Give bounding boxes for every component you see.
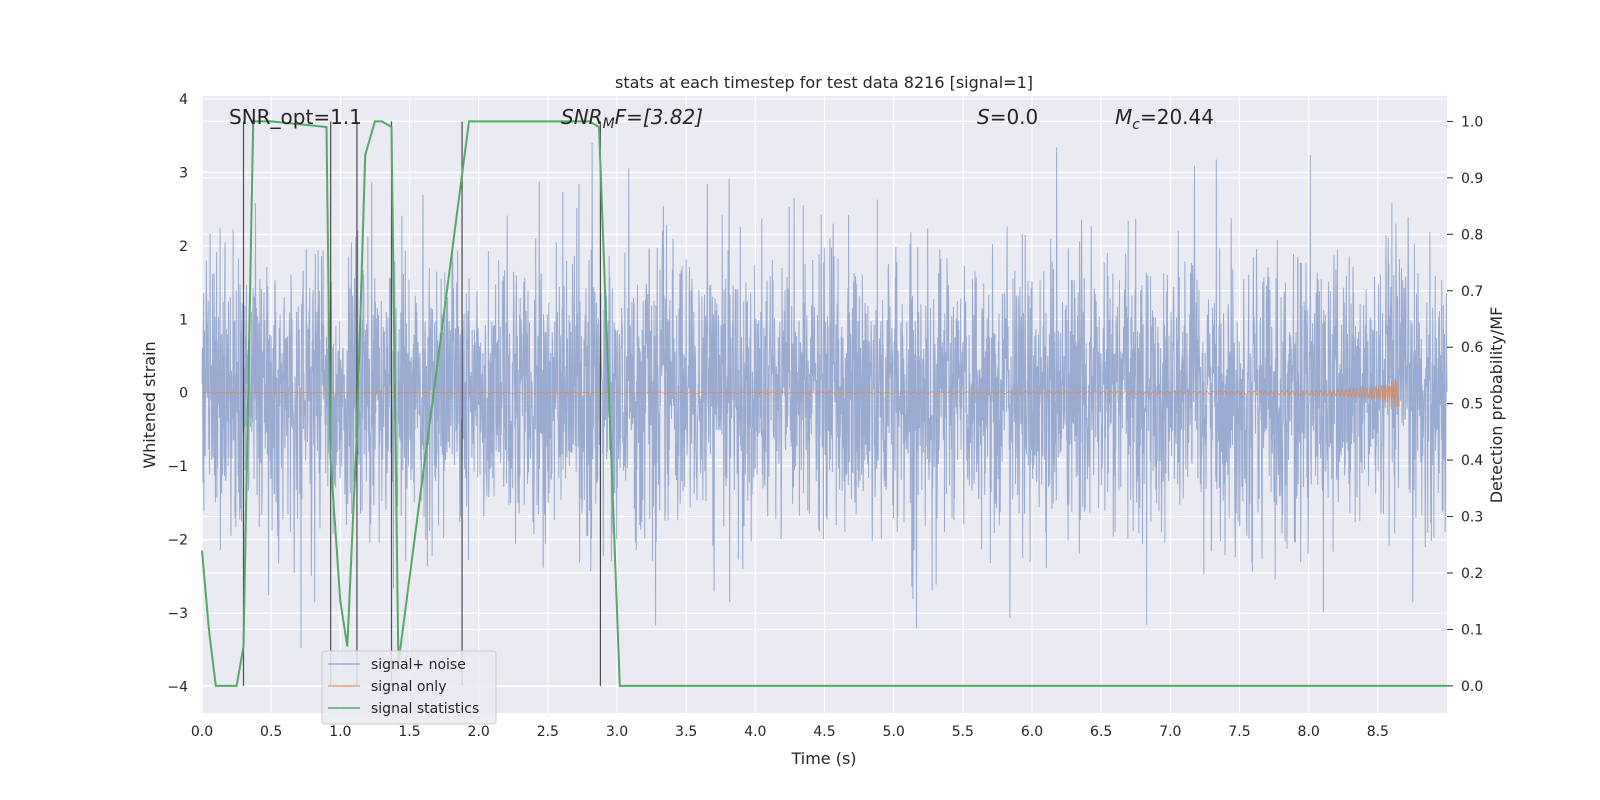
x-tick-label: 8.0 [1298,724,1320,740]
x-tick-label: 5.5 [952,724,974,740]
x-axis-ticks: 0.0 0.5 1.0 1.5 2.0 2.5 3.0 3.5 4.0 4.5 5.0 5.5 6.0 6… [191,724,1389,740]
y-right-tick-label: 0.8 [1461,227,1483,243]
y-left-tick-label: 4 [179,92,188,108]
annotation-snr-opt: SNR_opt=1.1 [229,105,362,129]
legend: signal+ noise signal only signal statist… [321,650,497,725]
y-right-tick-label: 0.6 [1461,340,1483,356]
x-tick-label: 6.5 [1090,724,1112,740]
y-right-tick-label: 0.1 [1461,622,1483,638]
annotation-mc: Mc=20.44 [1115,105,1214,133]
y-left-tick-label: −4 [167,680,188,696]
y-left-tick-label: −1 [167,459,188,475]
annotation-snr-mf: SNRMF=[3.82] [561,105,703,132]
y-left-tick-label: 3 [179,165,188,181]
x-tick-label: 6.0 [1021,724,1043,740]
legend-box [321,650,497,725]
x-tick-label: 3.0 [606,724,628,740]
noise-series [201,142,1448,649]
y-right-tick-label: 0.4 [1461,453,1483,469]
noise-line [201,142,1448,649]
y-right-tick-label: 0.9 [1461,171,1483,187]
y-right-tick-label: 0.5 [1461,397,1483,413]
legend-label-stat: signal statistics [371,701,479,717]
annotation-s: S=0.0 [977,105,1038,129]
y-left-tick-label: −2 [167,533,188,549]
x-tick-label: 2.5 [537,724,559,740]
y-right-tick-label: 1.0 [1461,114,1483,130]
y-right-tick-label: 0.7 [1461,284,1483,300]
signal-statistics-line [201,120,1447,687]
y-axis-right-label: Detection probability/MF [1487,307,1506,504]
x-tick-label: 4.5 [813,724,835,740]
y-right-tick-label: 0.2 [1461,566,1483,582]
x-tick-label: 0.5 [260,724,282,740]
y-right-tick-label: 0.3 [1461,510,1483,526]
signal-only-line [201,378,1400,408]
y-left-tick-label: −3 [167,606,188,622]
x-tick-label: 0.0 [191,724,213,740]
y-axis-left-label: Whitened strain [140,341,159,468]
y-axis-right-ticks: 0.0 0.1 0.2 0.3 0.4 0.5 0.6 0.7 0.8 0.9 1.0 [1447,114,1483,695]
x-tick-label: 7.5 [1228,724,1250,740]
legend-label-signal: signal only [371,679,446,695]
legend-label-noise: signal+ noise [371,657,466,673]
x-tick-label: 1.5 [398,724,420,740]
x-tick-label: 5.0 [883,724,905,740]
x-tick-label: 3.5 [675,724,697,740]
y-left-tick-label: 0 [179,386,188,402]
x-tick-label: 4.0 [744,724,766,740]
x-axis-label: Time (s) [790,749,856,768]
y-axis-left-ticks: −4 −3 −2 −1 0 1 2 3 4 [167,92,188,696]
x-tick-label: 1.0 [329,724,351,740]
y-left-tick-label: 2 [179,239,188,255]
stat-series [201,120,1447,687]
y-right-tick-label: 0.0 [1461,679,1483,695]
x-tick-label: 7.0 [1159,724,1181,740]
y-left-tick-label: 1 [179,312,188,328]
x-tick-label: 2.0 [468,724,490,740]
signal-series [201,378,1400,408]
chart-title: stats at each timestep for test data 821… [615,73,1033,92]
x-tick-label: 8.5 [1367,724,1389,740]
